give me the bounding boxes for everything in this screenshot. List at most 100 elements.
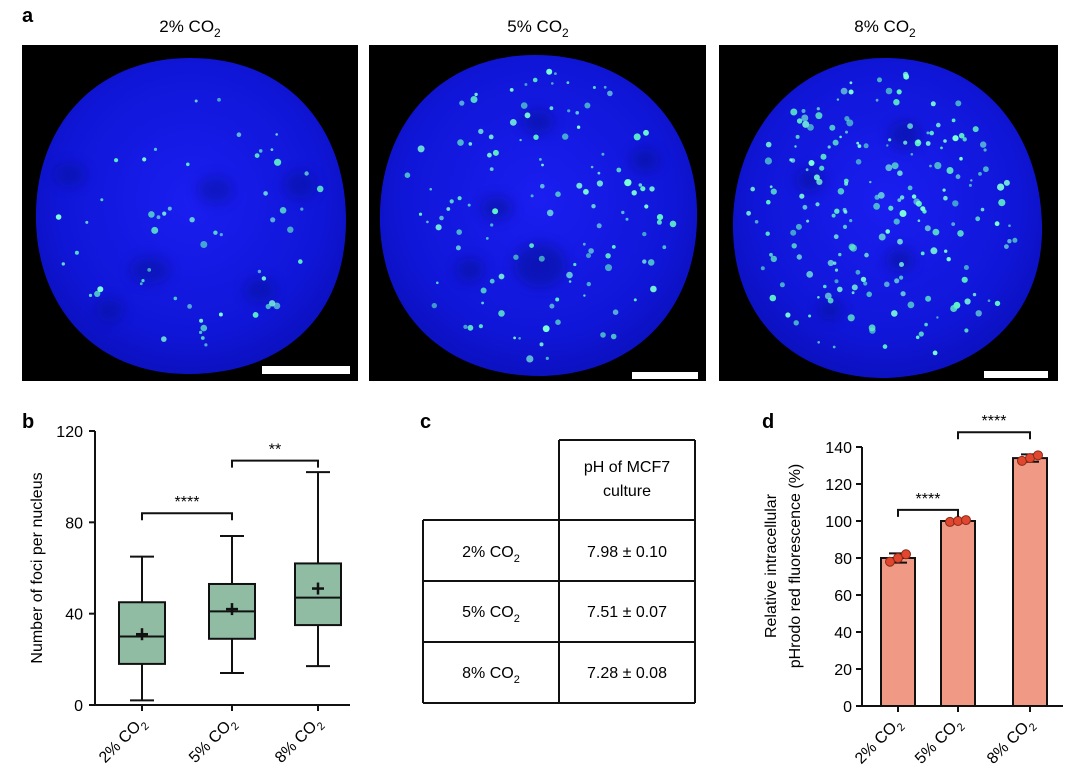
focus-dot bbox=[958, 132, 965, 139]
focus-dot bbox=[189, 217, 195, 223]
focus-dot bbox=[455, 245, 461, 251]
focus-dot bbox=[588, 248, 594, 254]
focus-dot bbox=[866, 291, 872, 298]
focus-dot bbox=[446, 207, 451, 211]
table-header-line1: pH of MCF7 bbox=[584, 459, 670, 476]
focus-dot bbox=[261, 276, 267, 281]
focus-dot bbox=[489, 167, 494, 172]
focus-dot bbox=[855, 269, 861, 275]
focus-dot bbox=[834, 279, 839, 284]
focus-dot bbox=[916, 139, 921, 143]
panel-a-title-5pct: 5% CO2 bbox=[507, 17, 569, 40]
data-point bbox=[961, 515, 971, 526]
focus-dot bbox=[524, 83, 528, 86]
focus-dot bbox=[842, 207, 847, 212]
focus-dot bbox=[492, 149, 499, 156]
focus-dot bbox=[519, 138, 522, 142]
focus-dot bbox=[541, 163, 544, 167]
focus-dot bbox=[546, 68, 553, 75]
focus-dot bbox=[592, 86, 596, 89]
focus-dot bbox=[932, 350, 938, 356]
focus-dot bbox=[418, 212, 423, 216]
focus-dot bbox=[832, 345, 836, 349]
focus-dot bbox=[270, 148, 274, 152]
focus-dot bbox=[219, 233, 223, 237]
focus-dot bbox=[529, 243, 534, 249]
focus-dot bbox=[605, 253, 611, 259]
focus-dot bbox=[509, 88, 514, 92]
focus-dot bbox=[863, 143, 869, 149]
focus-dot bbox=[542, 325, 550, 333]
focus-dot bbox=[481, 301, 484, 305]
focus-dot bbox=[857, 144, 862, 149]
focus-dot bbox=[600, 332, 606, 338]
nucleus-8pct bbox=[732, 57, 1043, 379]
foci-5pct bbox=[404, 68, 677, 363]
focus-dot bbox=[770, 255, 777, 263]
focus-dot bbox=[647, 259, 655, 266]
focus-dot bbox=[605, 264, 612, 272]
panel-label-a: a bbox=[22, 5, 34, 27]
focus-dot bbox=[463, 324, 468, 329]
focus-dot bbox=[586, 253, 591, 259]
focus-dot bbox=[204, 343, 208, 347]
micrograph-2pct bbox=[22, 45, 358, 381]
panel-d-ytick-label: 120 bbox=[825, 477, 852, 494]
focus-dot bbox=[897, 238, 903, 245]
focus-dot bbox=[200, 241, 208, 248]
focus-dot bbox=[925, 295, 932, 302]
focus-dot bbox=[844, 116, 850, 122]
focus-dot bbox=[435, 224, 442, 231]
panel-b-xtick-label: 2% CO2 bbox=[96, 714, 152, 770]
focus-dot bbox=[590, 165, 594, 169]
focus-dot bbox=[964, 298, 971, 305]
focus-dot bbox=[897, 170, 903, 176]
focus-dot bbox=[457, 139, 464, 146]
micrograph-8pct bbox=[719, 45, 1058, 381]
focus-dot bbox=[669, 220, 677, 228]
panel-b-boxplot: Number of foci per nucleus 0 40 80 120 2% CO… bbox=[29, 424, 350, 770]
focus-dot bbox=[997, 183, 1005, 191]
focus-dot bbox=[429, 187, 433, 191]
focus-dot bbox=[832, 139, 839, 146]
focus-dot bbox=[640, 186, 646, 192]
focus-dot bbox=[961, 276, 968, 283]
focus-dot bbox=[855, 159, 862, 165]
panel-a-title-8pct: 8% CO2 bbox=[854, 17, 916, 40]
focus-dot bbox=[885, 164, 893, 172]
focus-dot bbox=[899, 275, 904, 280]
nucleus-5pct bbox=[379, 55, 698, 377]
focus-dot bbox=[539, 158, 542, 161]
focus-dot bbox=[298, 259, 303, 264]
focus-dot bbox=[942, 188, 946, 192]
scale-bar-5pct bbox=[632, 372, 698, 379]
focus-dot bbox=[820, 153, 827, 160]
focus-dot bbox=[813, 174, 820, 181]
focus-dot bbox=[545, 356, 549, 360]
focus-dot bbox=[186, 162, 190, 167]
scale-bar-8pct bbox=[984, 371, 1048, 378]
focus-dot bbox=[147, 268, 152, 272]
focus-dot bbox=[746, 210, 751, 216]
focus-dot bbox=[891, 162, 899, 170]
focus-dot bbox=[849, 81, 853, 85]
focus-dot bbox=[943, 195, 948, 201]
focus-dot bbox=[849, 219, 853, 223]
focus-dot bbox=[258, 149, 263, 153]
focus-dot bbox=[924, 322, 928, 327]
focus-dot bbox=[436, 281, 439, 285]
focus-dot bbox=[139, 282, 143, 286]
focus-dot bbox=[837, 188, 845, 195]
focus-dot bbox=[467, 203, 471, 207]
focus-dot bbox=[878, 233, 886, 241]
focus-dot bbox=[487, 152, 492, 158]
focus-dot bbox=[576, 125, 581, 129]
focus-dot bbox=[983, 166, 989, 173]
focus-dot bbox=[549, 303, 555, 309]
focus-dot bbox=[808, 160, 815, 166]
focus-dot bbox=[790, 229, 797, 236]
focus-dot bbox=[983, 148, 987, 152]
focus-dot bbox=[764, 157, 773, 165]
focus-dot bbox=[187, 304, 193, 309]
focus-dot bbox=[88, 293, 93, 297]
